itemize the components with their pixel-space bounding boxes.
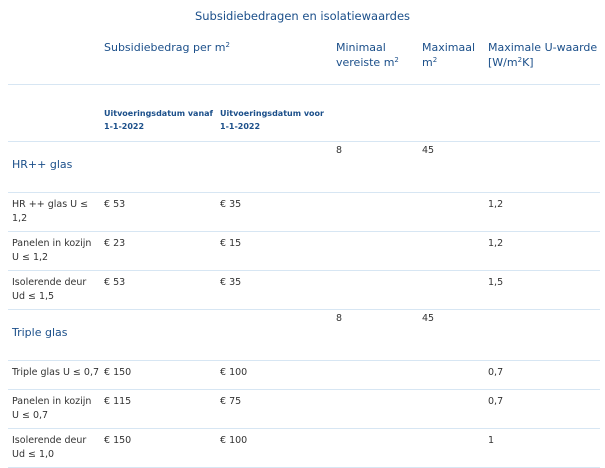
row-empty-cell xyxy=(418,232,484,271)
subheader-empty-cell xyxy=(8,85,100,142)
row-empty-cell xyxy=(418,193,484,232)
subheader-vanaf: Uitvoeringsdatum vanaf 1-1-2022 xyxy=(104,109,214,131)
row-label: Triple glas U ≤ 0,7 xyxy=(12,367,100,378)
row-u: 0,7 xyxy=(488,396,504,407)
row-empty-cell xyxy=(332,193,418,232)
table-row: Panelen in kozijn U ≤ 1,2 € 23 € 15 1,2 xyxy=(8,232,600,271)
group-min: 8 xyxy=(336,145,343,156)
group-max: 45 xyxy=(422,313,435,324)
header-empty-cell xyxy=(8,32,100,85)
row-voor: € 15 xyxy=(220,238,242,249)
table-caption: Subsidiebedragen en isolatiewaardes xyxy=(194,9,411,23)
row-vanaf: € 150 xyxy=(104,435,132,446)
row-vanaf: € 23 xyxy=(104,238,126,249)
group-empty-cell xyxy=(484,142,600,193)
row-vanaf: € 53 xyxy=(104,199,126,210)
subheader-empty-cell xyxy=(332,85,418,142)
row-vanaf: € 53 xyxy=(104,277,126,288)
row-label: Isolerende deur Ud ≤ 1,5 xyxy=(12,277,87,302)
row-voor: € 35 xyxy=(220,199,242,210)
table-row: Isolerende deur Ud ≤ 1,5 € 53 € 35 1,5 xyxy=(8,271,600,310)
group-min: 8 xyxy=(336,313,343,324)
row-empty-cell xyxy=(332,429,418,468)
row-u: 1,5 xyxy=(488,277,504,288)
row-label: HR ++ glas U ≤1,2 xyxy=(12,199,89,224)
group-empty-cell xyxy=(484,310,600,361)
subheader-voor: Uitvoeringsdatum voor 1-1-2022 xyxy=(220,109,324,131)
subheader-row: Uitvoeringsdatum vanaf 1-1-2022 Uitvoerin… xyxy=(8,85,600,142)
group-max: 45 xyxy=(422,145,435,156)
row-voor: € 35 xyxy=(220,277,242,288)
row-voor: € 100 xyxy=(220,435,248,446)
row-empty-cell xyxy=(332,271,418,310)
row-empty-cell xyxy=(332,390,418,429)
row-empty-cell xyxy=(418,390,484,429)
row-voor: € 75 xyxy=(220,396,242,407)
table-row: HR ++ glas U ≤1,2 € 53 € 35 1,2 xyxy=(8,193,600,232)
group-name: Triple glas xyxy=(12,326,68,339)
table-row: Triple glas U ≤ 0,7 € 150 € 100 0,7 xyxy=(8,361,600,390)
row-u: 1 xyxy=(488,435,495,446)
subheader-empty-cell xyxy=(484,85,600,142)
row-voor: € 100 xyxy=(220,367,248,378)
header-row: Subsidiebedrag per m2 Minimaal vereiste m… xyxy=(8,32,600,85)
subsidy-table: Subsidiebedrag per m2 Minimaal vereiste m… xyxy=(8,32,600,468)
row-label: Panelen in kozijn U ≤ 0,7 xyxy=(12,396,92,421)
row-empty-cell xyxy=(332,232,418,271)
group-row: Triple glas 8 45 xyxy=(8,310,600,361)
row-vanaf: € 115 xyxy=(104,396,132,407)
subheader-empty-cell xyxy=(418,85,484,142)
row-empty-cell xyxy=(418,361,484,390)
row-label: Isolerende deur Ud ≤ 1,0 xyxy=(12,435,87,460)
row-label: Panelen in kozijn U ≤ 1,2 xyxy=(12,238,92,263)
row-vanaf: € 150 xyxy=(104,367,132,378)
row-empty-cell xyxy=(418,271,484,310)
header-u-waarde: Maximale U-waarde [W/m2K] xyxy=(488,41,598,69)
row-u: 1,2 xyxy=(488,199,504,210)
table-row: Isolerende deur Ud ≤ 1,0 € 150 € 100 1 xyxy=(8,429,600,468)
group-row: HR++ glas 8 45 xyxy=(8,142,600,193)
table-row: Panelen in kozijn U ≤ 0,7 € 115 € 75 0,7 xyxy=(8,390,600,429)
row-empty-cell xyxy=(332,361,418,390)
header-maximaal: Maximaal m2 xyxy=(422,41,476,69)
group-name: HR++ glas xyxy=(12,158,73,171)
row-empty-cell xyxy=(418,429,484,468)
row-u: 0,7 xyxy=(488,367,504,378)
header-subsidie: Subsidiebedrag per m2 xyxy=(104,41,230,54)
header-minimaal: Minimaal vereiste m2 xyxy=(336,41,399,69)
row-u: 1,2 xyxy=(488,238,504,249)
